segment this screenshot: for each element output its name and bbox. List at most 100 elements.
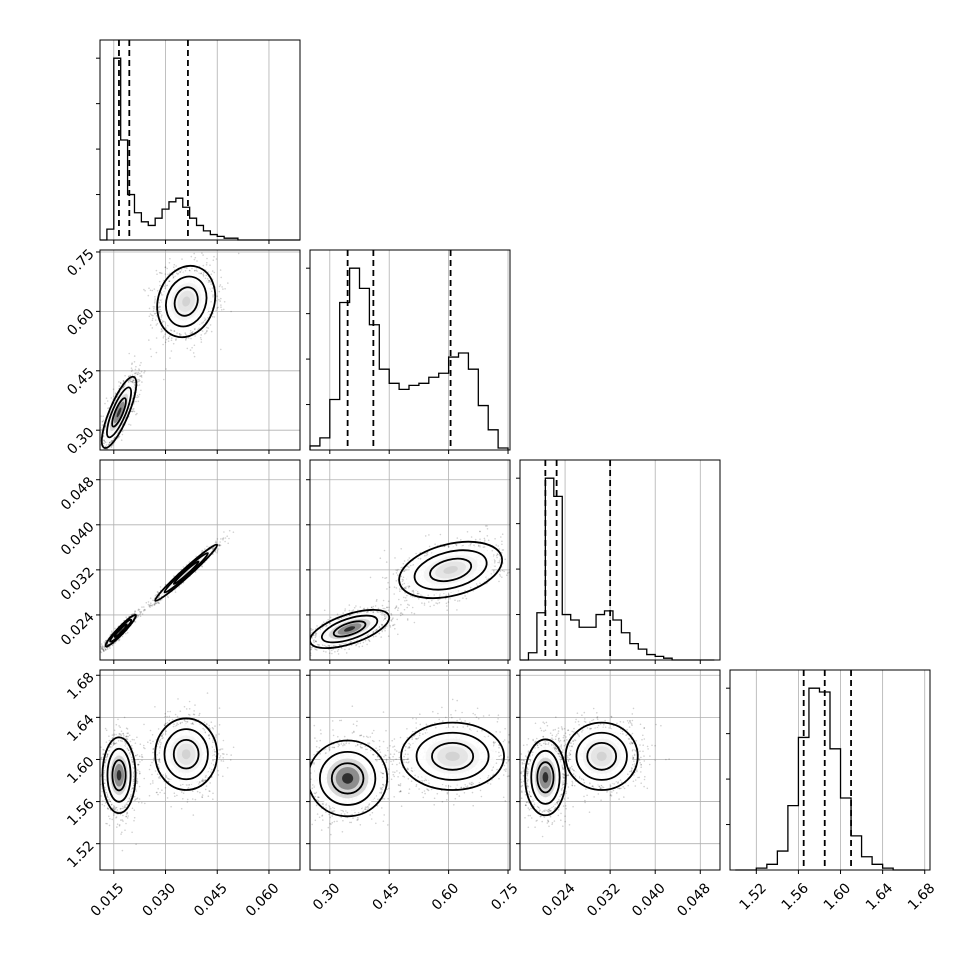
sample-point [189, 332, 192, 335]
sample-point [95, 438, 97, 440]
sample-point [216, 307, 218, 309]
sample-point [154, 312, 157, 315]
sample-point [172, 274, 174, 276]
sample-point [194, 335, 196, 337]
y-tick-label: 0.30 [64, 425, 97, 458]
sample-point [191, 330, 194, 333]
sample-point [133, 383, 136, 386]
sample-point [112, 395, 115, 398]
sample-point [202, 274, 205, 277]
sample-point [158, 271, 161, 274]
sample-point [205, 330, 208, 333]
sample-point [93, 454, 95, 456]
sample-point [156, 591, 159, 593]
sample-point [110, 445, 113, 447]
panel-frame [99, 249, 301, 451]
sample-point [218, 544, 221, 547]
sample-point [155, 315, 158, 317]
sample-point [117, 436, 120, 439]
sample-point [190, 337, 192, 340]
sample-point [150, 314, 153, 316]
sample-point [155, 351, 158, 354]
sample-point [121, 635, 124, 638]
sample-point [212, 259, 215, 262]
sample-point [163, 320, 165, 323]
sample-point [205, 248, 207, 250]
sample-point [169, 272, 171, 275]
sample-point [184, 332, 186, 334]
x-tick-label: 1.68 [905, 880, 938, 913]
sample-point [210, 330, 213, 333]
sample-point [193, 258, 196, 261]
sample-point [119, 381, 122, 384]
sample-point [152, 314, 154, 317]
sample-point [144, 289, 146, 292]
sample-point [149, 597, 152, 599]
sample-point [131, 369, 133, 371]
sample-point [180, 269, 183, 271]
sample-point [105, 639, 107, 642]
sample-point [203, 319, 206, 322]
density-contour [156, 264, 217, 339]
sample-point [102, 455, 104, 457]
sample-point [155, 324, 158, 326]
sample-point [138, 384, 141, 386]
sample-point [209, 281, 212, 283]
sample-point [182, 566, 185, 568]
sample-point [164, 266, 167, 269]
sample-point [100, 415, 103, 418]
sample-point [134, 384, 136, 387]
sample-point [154, 595, 157, 597]
sample-point [184, 269, 187, 272]
sample-point [201, 565, 204, 568]
sample-point [220, 276, 222, 279]
sample-point [143, 606, 145, 608]
sample-point [170, 350, 173, 352]
sample-point [158, 280, 161, 283]
sample-point [98, 658, 100, 660]
sample-point [139, 615, 142, 618]
sample-point [176, 272, 178, 275]
sample-point [95, 462, 97, 464]
sample-point [124, 374, 126, 377]
sample-point [155, 602, 157, 605]
sample-point [130, 367, 133, 370]
sample-point [213, 255, 215, 258]
sample-point [211, 315, 214, 318]
sample-point [166, 267, 168, 270]
sample-point [141, 381, 143, 383]
sample-point [130, 370, 133, 373]
sample-point [105, 397, 108, 400]
sample-point [154, 300, 156, 302]
sample-point [193, 252, 195, 255]
density-layer [96, 529, 235, 660]
sample-point [91, 454, 93, 456]
sample-point [216, 295, 219, 298]
sample-point [118, 381, 120, 383]
sample-point [160, 299, 162, 302]
sample-point [139, 375, 141, 377]
sample-point [188, 269, 191, 272]
sample-point [140, 375, 142, 377]
sample-point [96, 653, 98, 655]
sample-point [103, 453, 105, 455]
sample-point [148, 605, 151, 608]
histogram-panel-3: 1.52 1.56 1.60 1.64 1.68 [726, 669, 938, 914]
sample-point [98, 447, 100, 449]
sample-point [156, 290, 159, 292]
sample-point [161, 272, 163, 275]
sample-point [175, 265, 177, 267]
sample-point [132, 410, 135, 412]
sample-point [215, 540, 217, 542]
sample-point [160, 328, 163, 331]
sample-point [139, 364, 141, 367]
sample-point [171, 337, 173, 339]
sample-point [158, 311, 160, 313]
sample-point [144, 608, 146, 611]
sample-point [140, 611, 142, 613]
sample-point [212, 296, 214, 298]
sample-point [192, 232, 194, 234]
sample-point [111, 631, 113, 634]
sample-point [102, 454, 104, 456]
sample-point [103, 435, 105, 438]
